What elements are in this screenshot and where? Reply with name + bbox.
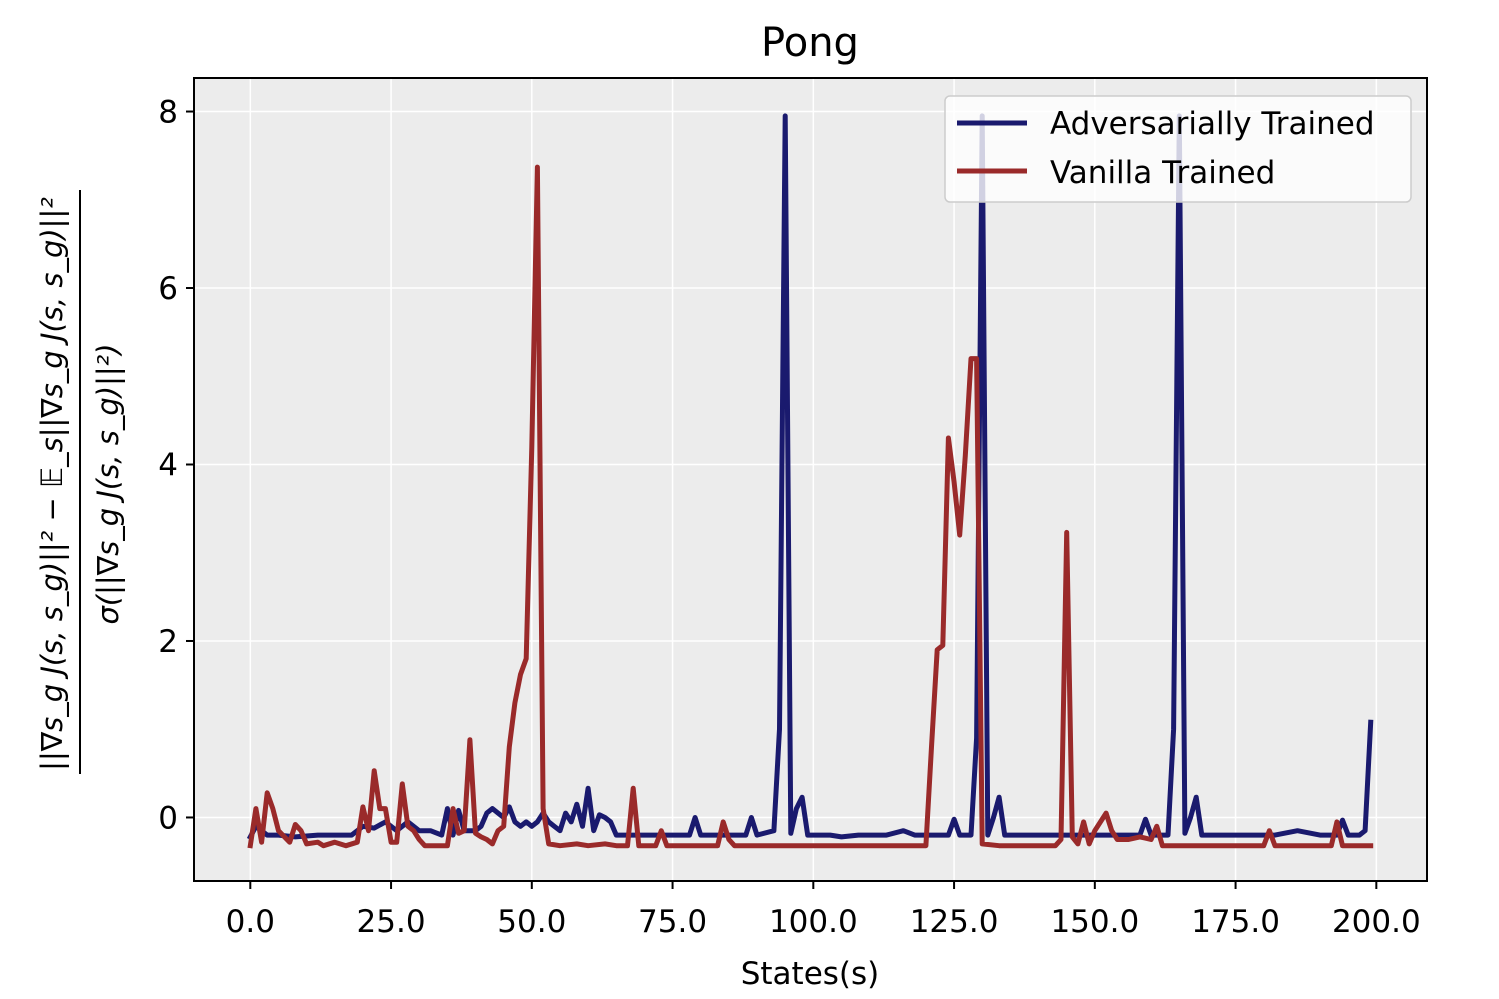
x-tick-label-0: 0.0: [226, 904, 275, 940]
series-layer: [246, 113, 1374, 849]
y-tick-label-2: 4: [158, 447, 178, 483]
legend-label-vanilla-trained: Vanilla Trained: [1050, 155, 1275, 191]
series-line-1: [247, 164, 1374, 849]
plot-area: [194, 78, 1427, 881]
legend-label-adversarially-trained: Adversarially Trained: [1050, 106, 1375, 142]
y-axis-ticks: 0 2 4 6 8: [158, 95, 194, 836]
y-axis-label: ||∇s_g J(s, s_g)||² − 𝔼_s||∇s_g J(s, s_g…: [35, 190, 125, 774]
x-tick-label-4: 100.0: [769, 904, 858, 940]
x-tick-label-7: 175.0: [1191, 904, 1280, 940]
y-tick-label-4: 8: [158, 95, 178, 131]
x-axis-ticks: 0.0 25.0 50.0 75.0 100.0 125.0 150.0 175.0 200.0: [226, 881, 1421, 940]
x-tick-label-6: 150.0: [1050, 904, 1139, 940]
x-tick-label-3: 75.0: [638, 904, 707, 940]
y-tick-label-3: 6: [158, 271, 178, 307]
y-tick-label-0: 0: [158, 800, 178, 836]
x-axis-label: States(s): [741, 956, 880, 992]
y-tick-label-1: 2: [158, 624, 178, 660]
legend-box: [944, 95, 1412, 203]
x-tick-label-5: 125.0: [910, 904, 999, 940]
legend: Adversarially Trained Vanilla Trained: [944, 95, 1412, 203]
x-tick-label-2: 50.0: [497, 904, 566, 940]
chart-title: Pong: [761, 20, 859, 66]
y-axis-label-denominator: σ(||∇s_g J(s, s_g)||²): [91, 343, 125, 624]
x-tick-label-8: 200.0: [1332, 904, 1421, 940]
x-tick-label-1: 25.0: [357, 904, 426, 940]
plot-frame: [193, 77, 1428, 882]
y-axis-label-numerator: ||∇s_g J(s, s_g)||² − 𝔼_s||∇s_g J(s, s_g…: [35, 197, 69, 771]
